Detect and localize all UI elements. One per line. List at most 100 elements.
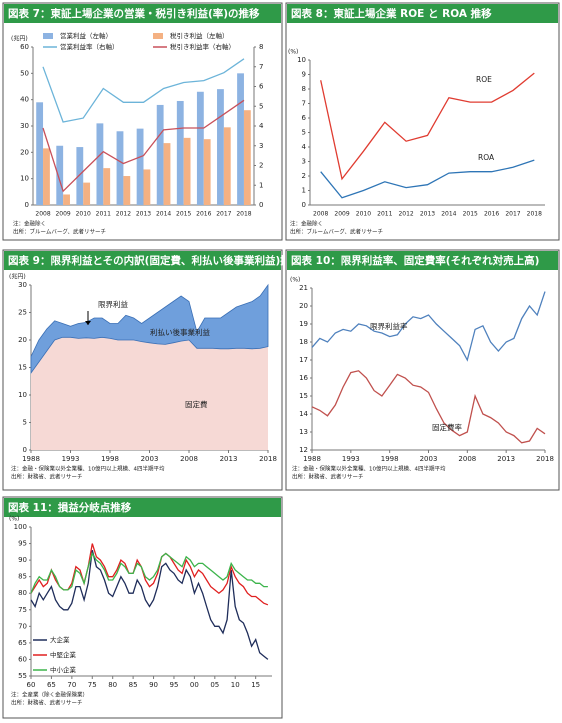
y2-tick-label: 0 [259,201,263,209]
bar [36,102,44,205]
x-tick-label: 2011 [377,211,392,218]
x-tick-label: 2003 [141,455,159,463]
y-tick-label: 30 [20,122,29,130]
bar [83,182,91,205]
y-tick-label: 9 [302,71,306,79]
y-tick-label: 7 [302,100,306,108]
y-tick-label: 60 [18,655,27,663]
series-label: 限界利益率 [370,321,408,331]
x-tick-label: 2003 [420,455,438,463]
x-tick-label: 00 [190,681,199,689]
x-tick-label: 2008 [458,455,476,463]
annotation: 限界利益 [98,299,128,309]
y-tick-label: 80 [18,589,27,597]
x-tick-label: 2011 [96,211,111,218]
legend-label: 中堅企業 [50,650,77,659]
panel-header [287,4,558,23]
x-tick-label: 85 [129,681,138,689]
bar [176,100,184,205]
line [30,543,269,606]
line [320,159,535,199]
note: 出所：財務省、武者リサーチ [292,473,364,481]
legend-swatch [43,33,53,39]
y-tick-label: 90 [18,556,27,564]
y-tick-label: 8 [302,85,306,93]
y-tick-label: 20 [18,336,27,344]
y-tick-label: 40 [20,96,29,104]
x-tick-label: 2016 [484,211,499,218]
y-tick-label: 15 [18,364,27,372]
x-tick-label: 2018 [236,211,251,218]
y-tick-label: 12 [299,446,308,454]
annotation-arrowhead [85,321,91,325]
bar [96,123,104,205]
x-tick-label: 2012 [398,211,413,218]
y2-tick-label: 2 [259,162,263,170]
y-tick-label: 20 [299,302,308,310]
x-tick-label: 75 [88,681,97,689]
series-label: 固定費 [185,399,208,409]
x-tick-label: 2008 [313,211,328,218]
legend-label: 税引き利益率（右軸） [170,42,235,51]
y2-tick-label: 6 [259,83,264,91]
legend-label: 税引き利益（左軸） [170,31,229,40]
x-tick-label: 2013 [136,211,151,218]
y-tick-label: 0 [302,201,306,209]
y-tick-label: 85 [18,573,27,581]
note: 注：金融除く [13,220,46,228]
panel-header [4,498,281,517]
y-tick-label: 15 [299,392,308,400]
note: 出所：ブルームバーグ、武者リサーチ [13,228,106,236]
bar [156,104,164,205]
bar [217,89,224,205]
note: 出所：財務省、武者リサーチ [11,699,83,707]
y-tick-label: 6 [302,114,307,122]
x-tick-label: 90 [149,681,158,689]
x-tick-label: 10 [231,681,240,689]
y-tick-label: 95 [18,540,27,548]
legend-label: 中小企業 [50,665,77,674]
x-tick-label: 80 [108,681,117,689]
x-tick-label: 95 [170,681,179,689]
y-tick-label: 0 [25,201,29,209]
panel-header [287,251,558,270]
area [30,283,269,375]
legend-swatch [153,33,163,39]
panel-title: 図表 9：限界利益とその内訳(固定費、利払い後事業利益)推移 [8,254,302,267]
x-tick-label: 2008 [35,211,50,218]
bar [196,91,204,205]
bar [143,169,151,205]
series-label: 利払い後事業利益 [150,327,210,337]
series-label: ROA [478,153,495,162]
x-tick-label: 1998 [381,455,399,463]
y-tick-label: 1 [302,187,306,195]
x-tick-label: 2017 [505,211,520,218]
x-tick-label: 1998 [101,455,119,463]
y-tick-label: 5 [23,419,27,427]
note: 注：金融・保険業以外全業種、10億円以上規模、4四半期平均 [11,465,165,473]
y2-tick-label: 5 [259,102,263,110]
x-tick-label: 1988 [303,455,321,463]
x-tick-label: 2008 [180,455,198,463]
x-tick-label: 1993 [62,455,80,463]
line [311,291,546,362]
x-tick-label: 2014 [156,211,171,218]
line [311,370,546,444]
x-tick-label: 2009 [55,211,70,218]
x-tick-label: 2013 [220,455,238,463]
y-tick-label: 55 [18,672,27,680]
x-tick-label: 2018 [536,455,554,463]
x-tick-label: 2014 [441,211,456,218]
y-tick-label: 16 [299,374,308,382]
x-tick-label: 15 [251,681,260,689]
bar [76,147,84,205]
y2-tick-label: 8 [259,43,263,51]
x-tick-label: 2010 [356,211,371,218]
x-tick-label: 70 [67,681,76,689]
y-tick-label: 100 [14,523,27,531]
x-tick-label: 05 [210,681,219,689]
line [30,550,269,660]
panel [2,496,283,719]
y-tick-label: 4 [302,143,307,151]
x-tick-label: 2015 [463,211,478,218]
